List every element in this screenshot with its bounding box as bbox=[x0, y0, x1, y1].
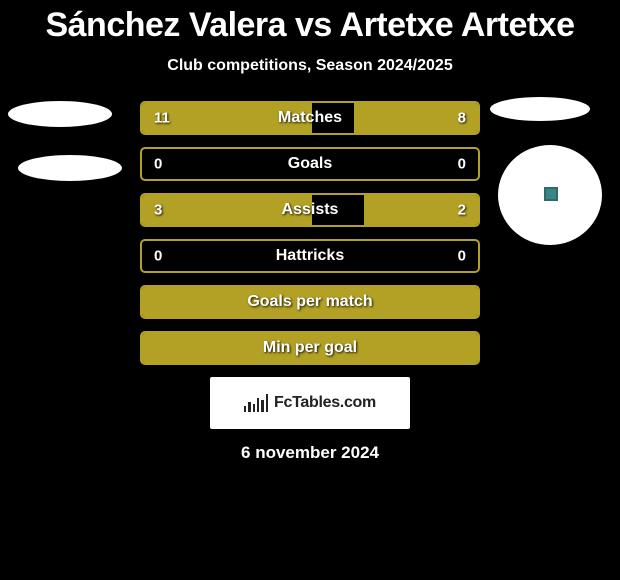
stats-area: 11 8 Matches 0 0 Goals 3 2 Assists 0 0 Hattricks Goa… bbox=[0, 101, 620, 365]
stat-label: Hattricks bbox=[276, 247, 344, 265]
comparison-card: Sánchez Valera vs Artetxe Artetxe Club c… bbox=[0, 0, 620, 580]
decorative-ellipse-right-big bbox=[498, 145, 602, 245]
logo-text: FcTables.com bbox=[274, 394, 376, 412]
stat-value-right: 0 bbox=[458, 156, 466, 173]
stat-value-left: 3 bbox=[154, 202, 162, 219]
stat-label: Min per goal bbox=[263, 339, 357, 357]
stat-value-left: 0 bbox=[154, 248, 162, 265]
source-logo[interactable]: FcTables.com bbox=[210, 377, 410, 429]
subtitle: Club competitions, Season 2024/2025 bbox=[0, 57, 620, 75]
stat-row: 0 0 Hattricks bbox=[140, 239, 480, 273]
stat-label: Goals bbox=[288, 155, 332, 173]
bar-chart-icon bbox=[244, 394, 268, 412]
stat-label: Matches bbox=[278, 109, 342, 127]
stat-row: Min per goal bbox=[140, 331, 480, 365]
stat-row: Goals per match bbox=[140, 285, 480, 319]
date: 6 november 2024 bbox=[0, 443, 620, 463]
decorative-ellipse-left-mid bbox=[18, 155, 122, 181]
stat-value-left: 11 bbox=[154, 110, 170, 127]
stat-value-left: 0 bbox=[154, 156, 162, 173]
stat-value-right: 0 bbox=[458, 248, 466, 265]
shield-icon bbox=[544, 187, 558, 201]
stat-label: Goals per match bbox=[247, 293, 372, 311]
stat-value-right: 8 bbox=[458, 110, 466, 127]
stat-row: 0 0 Goals bbox=[140, 147, 480, 181]
stat-label: Assists bbox=[282, 201, 339, 219]
decorative-ellipse-left-top bbox=[8, 101, 112, 127]
stat-row: 11 8 Matches bbox=[140, 101, 480, 135]
stat-value-right: 2 bbox=[458, 202, 466, 219]
page-title: Sánchez Valera vs Artetxe Artetxe bbox=[0, 6, 620, 45]
stat-row: 3 2 Assists bbox=[140, 193, 480, 227]
decorative-ellipse-right-top bbox=[490, 97, 590, 121]
